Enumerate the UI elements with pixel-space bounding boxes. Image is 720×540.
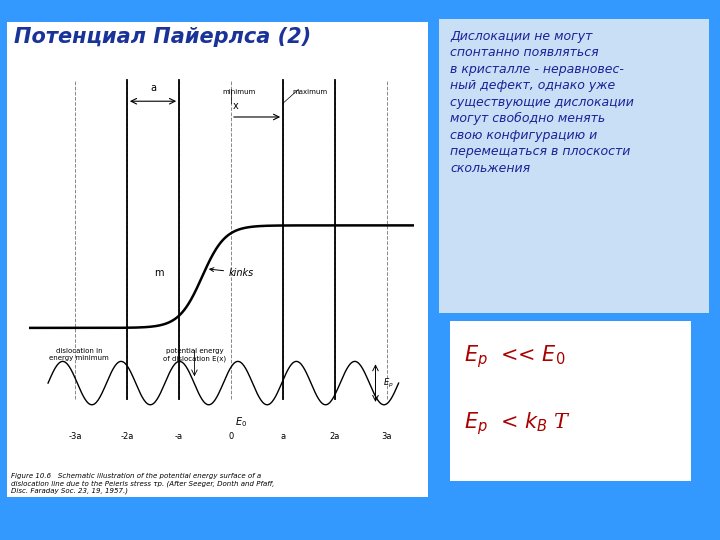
Text: maximum: maximum bbox=[292, 90, 328, 96]
Bar bbox=[439, 19, 709, 313]
Text: a: a bbox=[281, 432, 286, 441]
Text: potential energy
of dislocation E(x): potential energy of dislocation E(x) bbox=[163, 348, 226, 362]
Text: Figure 10.6   Schematic illustration of the potential energy surface of a
disloc: Figure 10.6 Schematic illustration of th… bbox=[11, 473, 274, 494]
Text: a: a bbox=[150, 83, 156, 93]
Text: $E_p$  < $k_B$ T: $E_p$ < $k_B$ T bbox=[464, 410, 572, 437]
Text: Дислокации не могут
спонтанно появляться
в кристалле - неравновес-
ный дефект, о: Дислокации не могут спонтанно появляться… bbox=[450, 30, 634, 175]
Bar bbox=[450, 321, 691, 481]
Text: Потенциал Пайерлса (2): Потенциал Пайерлса (2) bbox=[14, 27, 312, 47]
Text: m: m bbox=[154, 268, 163, 278]
Text: $E_p$: $E_p$ bbox=[383, 376, 394, 390]
Text: -3a: -3a bbox=[68, 432, 82, 441]
Text: $E_p$  << $E_0$: $E_p$ << $E_0$ bbox=[464, 343, 566, 370]
Text: minimum: minimum bbox=[222, 90, 256, 96]
Text: x: x bbox=[233, 101, 239, 111]
Text: dislocation in
energy minimum: dislocation in energy minimum bbox=[49, 348, 109, 361]
Bar bbox=[7, 22, 428, 497]
Text: 3a: 3a bbox=[382, 432, 392, 441]
Text: 0: 0 bbox=[228, 432, 234, 441]
Text: -2a: -2a bbox=[120, 432, 134, 441]
Text: kinks: kinks bbox=[210, 268, 254, 278]
Text: $E_0$: $E_0$ bbox=[235, 416, 247, 429]
Text: 2a: 2a bbox=[330, 432, 341, 441]
Text: -a: -a bbox=[175, 432, 183, 441]
